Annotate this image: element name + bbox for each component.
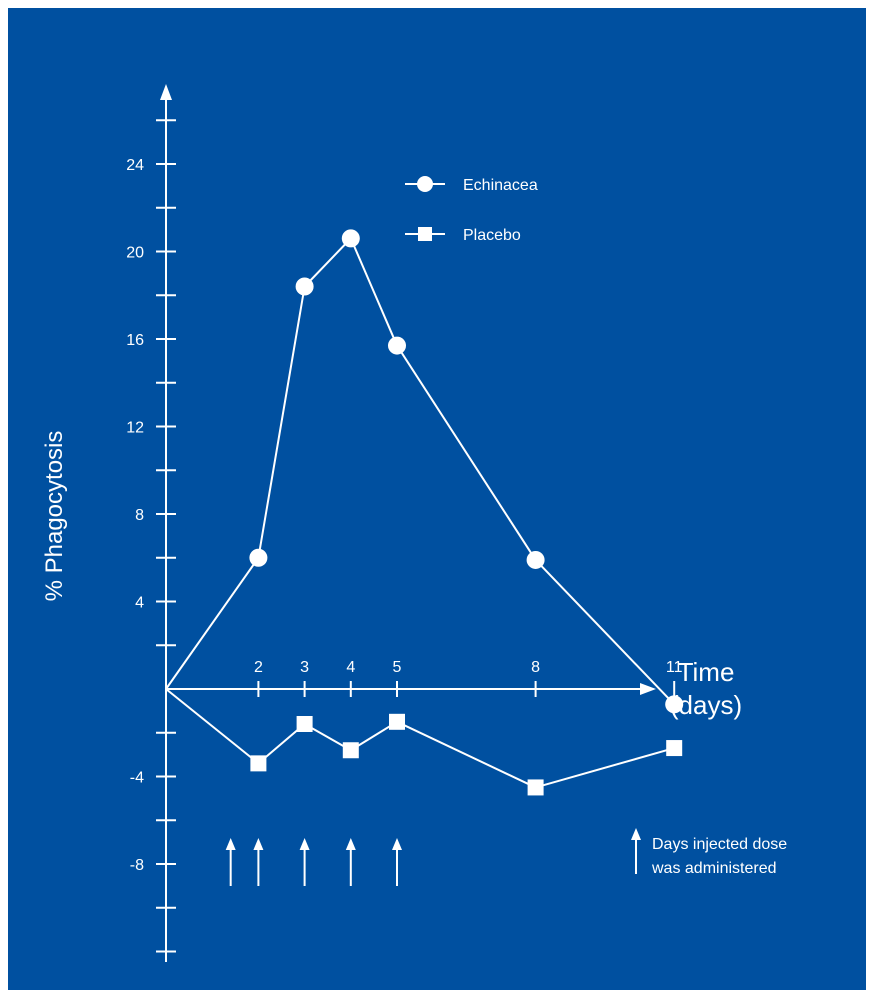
- y-ticks: 24 20 16 12 8 4 -4 -8: [126, 119, 176, 953]
- y-tick-label: -8: [130, 857, 144, 874]
- legend-echinacea-label: Echinacea: [463, 177, 538, 194]
- dose-arrowhead: [225, 838, 236, 850]
- echinacea-point: [665, 695, 684, 714]
- x-tick-label: 2: [254, 659, 263, 676]
- dose-note-line1: Days injected dose: [652, 836, 787, 853]
- dose-arrowhead: [253, 838, 264, 850]
- x-tick-label: 5: [393, 659, 402, 676]
- series-line-echinacea: [165, 237, 675, 706]
- chart-panel: [8, 8, 866, 990]
- dose-arrowhead: [299, 838, 310, 850]
- echinacea-point: [249, 548, 268, 567]
- echinacea-point: [295, 277, 314, 296]
- placebo-point: [389, 713, 405, 730]
- series-lines: [165, 237, 675, 789]
- x-axis-label-days: (days): [670, 690, 742, 720]
- x-ticks: 2 3 4 5 8 11: [254, 659, 683, 697]
- legend-echinacea-marker: [417, 176, 433, 192]
- echinacea-point: [388, 336, 406, 355]
- y-tick-label: -4: [130, 770, 144, 787]
- placebo-point: [527, 779, 544, 796]
- y-axis-label: % Phagocytosis: [41, 431, 68, 602]
- dose-arrows: [225, 838, 402, 886]
- axes: [160, 84, 656, 962]
- x-axis-arrowhead: [640, 683, 656, 695]
- y-tick-label: 20: [126, 245, 144, 262]
- dose-arrowhead: [345, 838, 356, 850]
- series-line-placebo: [165, 688, 675, 789]
- y-tick-label: 16: [126, 332, 144, 349]
- y-axis-arrowhead: [160, 84, 172, 100]
- echinacea-point: [341, 229, 360, 248]
- x-axis-label-time: Time: [678, 657, 735, 687]
- legend: Echinacea Placebo: [405, 176, 538, 244]
- legend-placebo-marker: [418, 227, 432, 241]
- series-markers: [249, 229, 684, 796]
- echinacea-point: [526, 550, 545, 569]
- y-tick-label: 4: [135, 595, 144, 612]
- x-tick-label: 8: [531, 659, 540, 676]
- dose-note-line2: was administered: [651, 860, 777, 877]
- dose-note-arrowhead: [631, 828, 641, 840]
- x-tick-label: 11: [666, 659, 683, 676]
- placebo-point: [342, 742, 359, 759]
- x-tick-label: 3: [300, 659, 309, 676]
- legend-placebo-label: Placebo: [463, 227, 521, 244]
- placebo-point: [666, 740, 683, 757]
- dose-note: Days injected dose was administered: [631, 828, 787, 877]
- y-tick-label: 12: [126, 420, 144, 437]
- y-tick-label: 8: [135, 507, 144, 524]
- placebo-point: [250, 755, 267, 772]
- x-tick-label: 4: [346, 659, 355, 676]
- dose-arrowhead: [392, 838, 402, 850]
- y-tick-label: 24: [126, 157, 144, 174]
- placebo-point: [296, 716, 313, 732]
